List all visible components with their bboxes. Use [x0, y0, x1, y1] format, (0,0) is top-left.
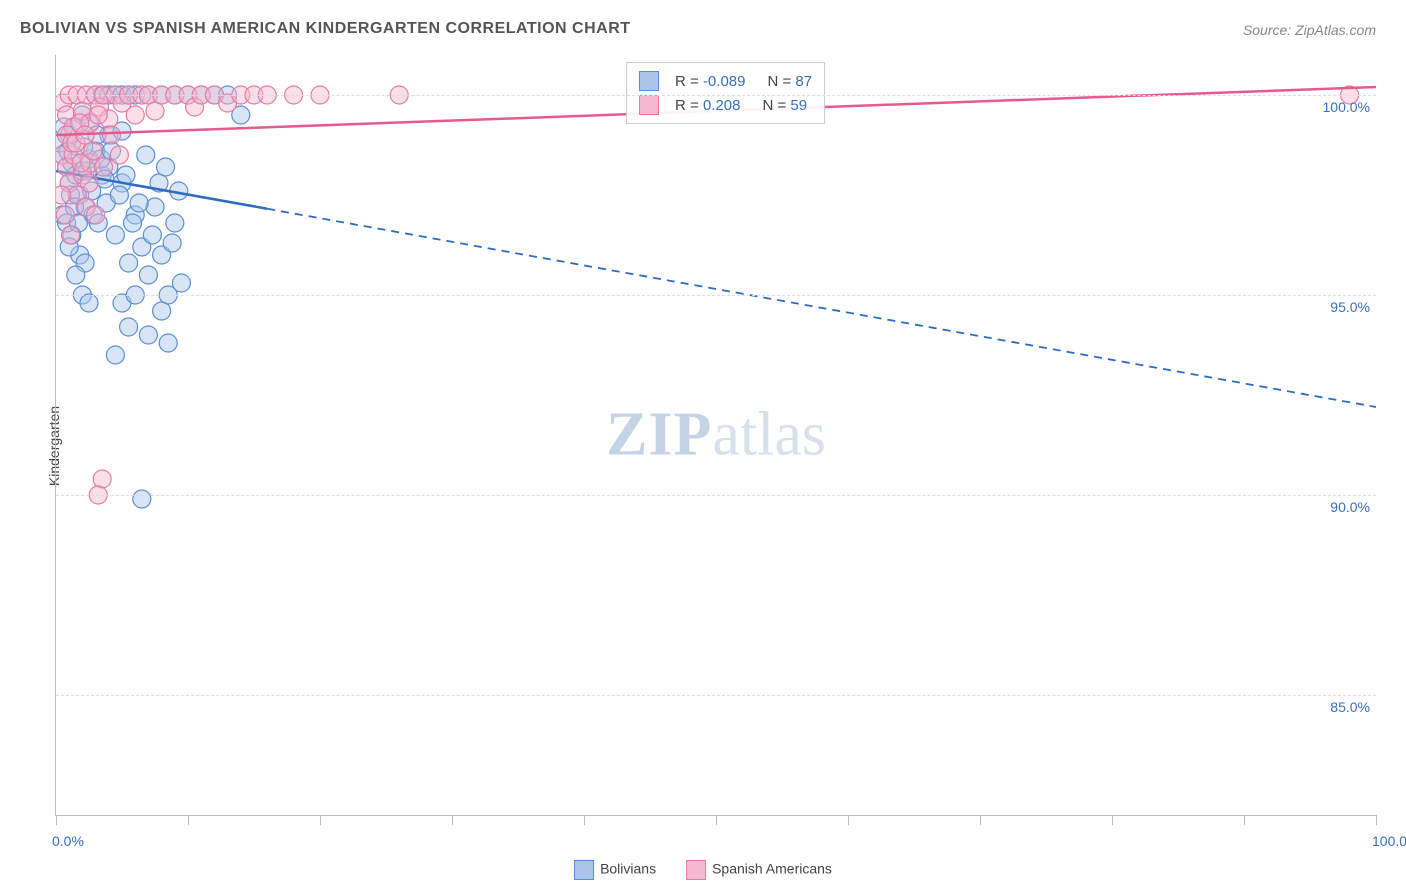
legend: Bolivians Spanish Americans — [574, 860, 832, 880]
scatter-plot-svg — [56, 55, 1376, 815]
scatter-point — [89, 106, 107, 124]
r-label: R = -0.089 — [675, 73, 745, 90]
scatter-point — [166, 214, 184, 232]
x-tick — [1244, 815, 1245, 825]
legend-swatch — [574, 860, 594, 880]
scatter-point — [130, 194, 148, 212]
chart-title: BOLIVIAN VS SPANISH AMERICAN KINDERGARTE… — [20, 20, 631, 38]
scatter-point — [143, 226, 161, 244]
scatter-point — [133, 490, 151, 508]
scatter-point — [126, 106, 144, 124]
x-tick — [1376, 815, 1377, 825]
source-name: ZipAtlas.com — [1295, 22, 1376, 38]
scatter-point — [106, 226, 124, 244]
scatter-point — [110, 146, 128, 164]
gridline — [56, 95, 1376, 96]
scatter-point — [146, 102, 164, 120]
y-tick-label: 100.0% — [1323, 99, 1370, 115]
legend-label: Bolivians — [600, 861, 656, 877]
source-prefix: Source: — [1243, 22, 1295, 38]
x-tick — [716, 815, 717, 825]
scatter-point — [172, 274, 190, 292]
scatter-point — [157, 158, 175, 176]
scatter-point — [124, 214, 142, 232]
y-tick-label: 95.0% — [1330, 299, 1370, 315]
x-tick-label: 0.0% — [52, 833, 84, 849]
scatter-point — [110, 186, 128, 204]
r-label: R = 0.208 — [675, 97, 740, 114]
n-label: N = 59 — [762, 97, 807, 114]
scatter-point — [84, 142, 102, 160]
correlation-stats-box: R = -0.089 N = 87 R = 0.208 N = 59 — [626, 62, 825, 124]
scatter-point — [139, 266, 157, 284]
x-tick — [320, 815, 321, 825]
x-tick — [188, 815, 189, 825]
n-label: N = 87 — [767, 73, 812, 90]
scatter-point — [120, 254, 138, 272]
stats-swatch — [639, 71, 659, 91]
scatter-point — [67, 266, 85, 284]
scatter-point — [62, 226, 80, 244]
scatter-point — [93, 470, 111, 488]
scatter-point — [80, 174, 98, 192]
x-tick — [584, 815, 585, 825]
scatter-point — [139, 326, 157, 344]
stats-swatch — [639, 95, 659, 115]
gridline — [56, 295, 1376, 296]
scatter-point — [56, 206, 74, 224]
scatter-point — [159, 334, 177, 352]
trend-line-dashed — [267, 209, 1376, 407]
y-tick-label: 85.0% — [1330, 699, 1370, 715]
legend-swatch — [686, 860, 706, 880]
gridline — [56, 695, 1376, 696]
gridline — [56, 495, 1376, 496]
x-tick — [980, 815, 981, 825]
scatter-point — [146, 198, 164, 216]
scatter-point — [153, 302, 171, 320]
scatter-point — [102, 126, 120, 144]
y-tick-label: 90.0% — [1330, 499, 1370, 515]
scatter-point — [87, 206, 105, 224]
legend-label: Spanish Americans — [712, 861, 832, 877]
x-tick — [1112, 815, 1113, 825]
scatter-point — [56, 186, 70, 204]
stats-row: R = 0.208 N = 59 — [639, 93, 812, 117]
x-tick — [452, 815, 453, 825]
scatter-point — [120, 318, 138, 336]
x-tick — [56, 815, 57, 825]
scatter-point — [95, 158, 113, 176]
legend-item: Spanish Americans — [686, 860, 832, 880]
source-attribution: Source: ZipAtlas.com — [1243, 22, 1376, 38]
chart-plot-area: ZIPatlas R = -0.089N = 87R = 0.208N = 59… — [55, 55, 1376, 816]
x-tick — [848, 815, 849, 825]
scatter-point — [80, 294, 98, 312]
scatter-point — [163, 234, 181, 252]
scatter-point — [137, 146, 155, 164]
legend-item: Bolivians — [574, 860, 656, 880]
stats-row: R = -0.089 N = 87 — [639, 69, 812, 93]
x-tick-label: 100.0% — [1372, 833, 1406, 849]
scatter-point — [106, 346, 124, 364]
